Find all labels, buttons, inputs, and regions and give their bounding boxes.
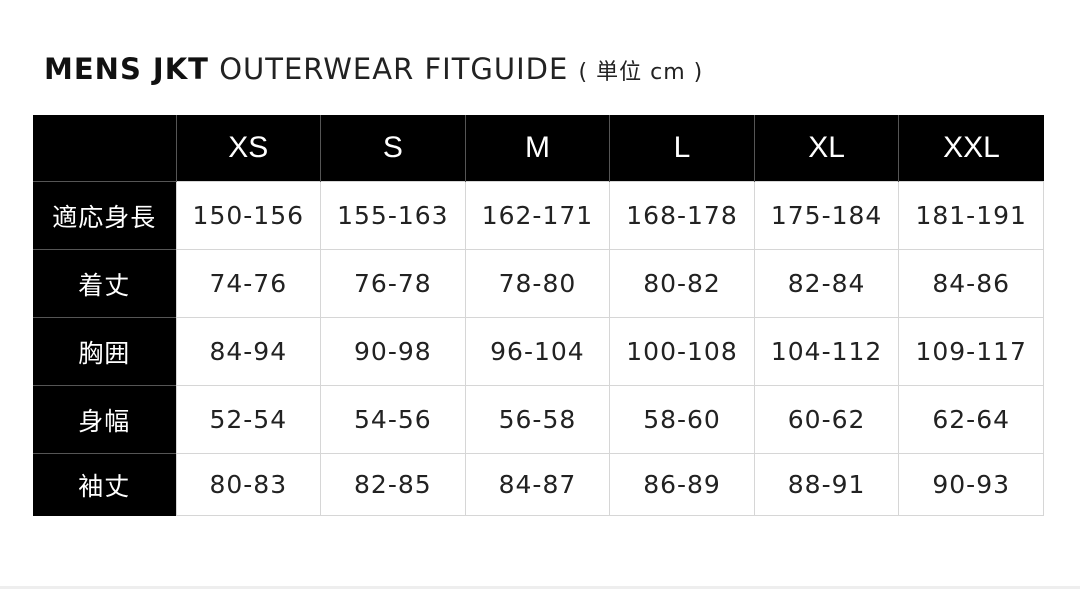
table-cell: 104-112 <box>753 317 900 386</box>
header-row: XS S M L XL XXL <box>33 115 1044 182</box>
table-row: 胸囲 84-94 90-98 96-104 100-108 104-112 109-117 <box>33 317 1044 386</box>
divider <box>0 586 1080 589</box>
row-header: 袖丈 <box>33 453 176 516</box>
table-row: 着丈 74-76 76-78 78-80 80-82 82-84 84-86 <box>33 249 1044 318</box>
column-header: XL <box>753 115 899 182</box>
table-cell: 78-80 <box>464 249 611 318</box>
table-cell: 76-78 <box>320 249 466 318</box>
table-cell: 181-191 <box>898 181 1044 250</box>
row-header: 適応身長 <box>33 181 176 250</box>
column-header: M <box>464 115 610 182</box>
table-row: 身幅 52-54 54-56 56-58 58-60 60-62 62-64 <box>33 385 1044 454</box>
table-cell: 109-117 <box>898 317 1044 386</box>
table-cell: 52-54 <box>175 385 322 454</box>
table-cell: 90-93 <box>898 453 1044 516</box>
column-header: XXL <box>898 115 1044 182</box>
table-cell: 155-163 <box>320 181 466 250</box>
column-header: S <box>320 115 466 182</box>
table-cell: 162-171 <box>464 181 611 250</box>
title-light: OUTERWEAR FITGUIDE <box>219 52 569 86</box>
table-cell: 175-184 <box>753 181 900 250</box>
table-cell: 56-58 <box>464 385 611 454</box>
table-cell: 86-89 <box>609 453 755 516</box>
row-header: 胸囲 <box>33 317 176 386</box>
row-header: 着丈 <box>33 249 176 318</box>
table-cell: 58-60 <box>609 385 755 454</box>
table-cell: 62-64 <box>898 385 1044 454</box>
table-cell: 100-108 <box>609 317 755 386</box>
table-cell: 90-98 <box>320 317 466 386</box>
page-title: MENS JKT OUTERWEAR FITGUIDE ( 単位 cm ) <box>44 52 703 86</box>
table-cell: 96-104 <box>464 317 611 386</box>
table-row: 袖丈 80-83 82-85 84-87 86-89 88-91 90-93 <box>33 453 1044 516</box>
column-header: XS <box>175 115 321 182</box>
table-cell: 84-94 <box>175 317 322 386</box>
table-cell: 168-178 <box>609 181 755 250</box>
table-cell: 80-82 <box>609 249 755 318</box>
table-cell: 150-156 <box>175 181 322 250</box>
table-cell: 84-87 <box>464 453 611 516</box>
title-unit: ( 単位 cm ) <box>578 60 704 85</box>
row-header: 身幅 <box>33 385 176 454</box>
table-cell: 80-83 <box>175 453 322 516</box>
table-cell: 54-56 <box>320 385 466 454</box>
title-bold: MENS JKT <box>44 52 209 86</box>
corner-cell <box>33 115 176 182</box>
table-cell: 82-85 <box>320 453 466 516</box>
table-cell: 74-76 <box>175 249 322 318</box>
table-cell: 60-62 <box>753 385 900 454</box>
size-chart-table: XS S M L XL XXL 適応身長 150-156 155-163 162-171 168-… <box>33 115 1044 516</box>
table-cell: 88-91 <box>753 453 900 516</box>
table-cell: 84-86 <box>898 249 1044 318</box>
column-header: L <box>609 115 755 182</box>
table-row: 適応身長 150-156 155-163 162-171 168-178 175-184 1… <box>33 181 1044 250</box>
table-cell: 82-84 <box>753 249 900 318</box>
